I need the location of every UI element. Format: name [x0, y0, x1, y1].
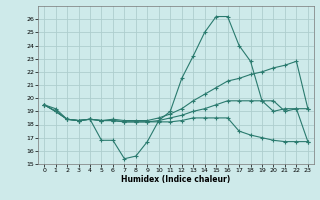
X-axis label: Humidex (Indice chaleur): Humidex (Indice chaleur) — [121, 175, 231, 184]
